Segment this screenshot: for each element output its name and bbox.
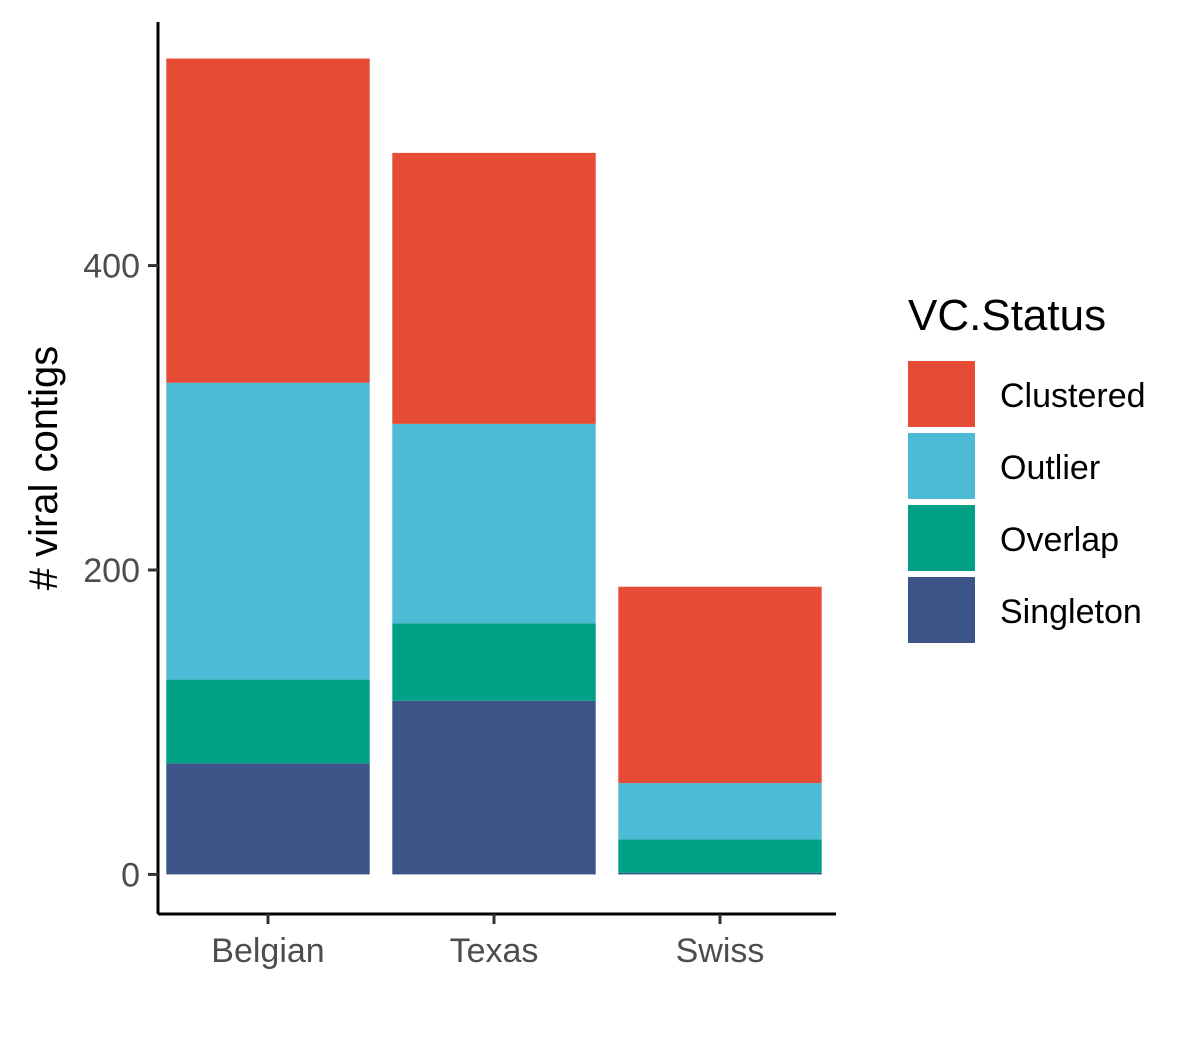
legend-items: Clustered Outlier Overlap Singleton <box>908 361 1146 643</box>
bar-belgian-singleton <box>166 763 370 875</box>
legend-swatch-clustered <box>908 361 975 427</box>
legend-label-overlap: Overlap <box>1000 521 1119 559</box>
x-ticks: Belgian Texas Swiss <box>211 914 764 970</box>
legend-swatch-singleton <box>908 577 975 643</box>
bar-belgian-outlier <box>166 382 370 680</box>
bar-texas-overlap <box>392 623 596 701</box>
bar-texas-singleton <box>392 700 596 875</box>
bar-belgian-overlap <box>166 679 370 764</box>
legend-label-clustered: Clustered <box>1000 377 1146 415</box>
bar-swiss-outlier <box>618 783 822 840</box>
bars-layer <box>166 58 822 875</box>
bar-swiss-clustered <box>618 586 822 784</box>
y-axis-title: # viral contigs <box>22 346 66 591</box>
bar-swiss-singleton <box>618 872 822 875</box>
bar-texas-clustered <box>392 152 596 424</box>
bar-swiss-overlap <box>618 839 822 873</box>
y-tick-label: 0 <box>121 856 140 894</box>
y-ticks: 0 200 400 <box>83 248 158 894</box>
bar-belgian-clustered <box>166 58 370 383</box>
legend-label-singleton: Singleton <box>1000 593 1142 631</box>
x-tick-label-belgian: Belgian <box>211 932 324 970</box>
x-tick-label-texas: Texas <box>450 932 539 970</box>
x-tick-label-swiss: Swiss <box>676 932 765 970</box>
axes-layer <box>156 22 836 916</box>
y-tick-label: 200 <box>83 552 140 590</box>
legend-swatch-outlier <box>908 433 975 499</box>
legend-label-outlier: Outlier <box>1000 449 1100 487</box>
legend: VC.Status Clustered Outlier Overlap Singlet… <box>908 291 1146 643</box>
legend-swatch-overlap <box>908 505 975 571</box>
y-tick-label: 400 <box>83 248 140 286</box>
legend-title: VC.Status <box>908 291 1106 340</box>
bar-texas-outlier <box>392 423 596 624</box>
